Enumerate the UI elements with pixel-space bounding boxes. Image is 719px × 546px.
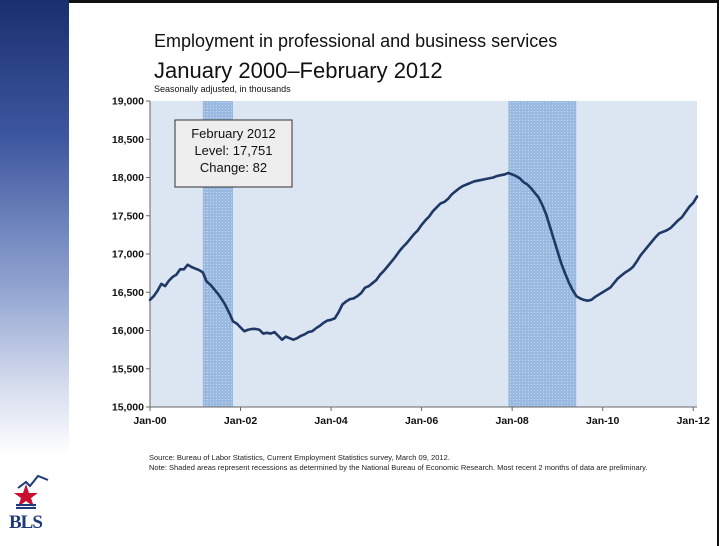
callout-frame — [174, 119, 293, 188]
units-note: Seasonally adjusted, in thousands — [154, 84, 291, 94]
callout-line: Change: 82 — [200, 160, 267, 175]
chart-title: Employment in professional and business … — [154, 31, 558, 51]
y-tick-label: 18,500 — [112, 134, 144, 146]
x-tick-label: Jan-10 — [586, 415, 619, 427]
x-tick-label: Jan-12 — [677, 415, 710, 427]
recession-band — [508, 101, 577, 407]
y-tick-label: 16,000 — [112, 325, 144, 337]
y-tick-label: 15,000 — [112, 402, 144, 414]
x-tick-label: Jan-06 — [405, 415, 438, 427]
y-tick-label: 19,000 — [112, 96, 144, 108]
side-gradient-band — [0, 0, 69, 456]
x-tick-label: Jan-02 — [224, 415, 257, 427]
employment-series-line — [148, 171, 699, 341]
bls-logo-icon — [14, 474, 49, 509]
x-tick-label: Jan-00 — [133, 415, 166, 427]
top-border — [0, 0, 719, 3]
y-tick-label: 18,000 — [112, 172, 144, 184]
right-border — [717, 0, 719, 546]
callout-line: Level: 17,751 — [194, 143, 272, 158]
callout-box: February 2012 Level: 17,751 Change: 82 — [174, 119, 293, 188]
x-tick-label: Jan-04 — [314, 415, 347, 427]
bls-logo-text: BLS — [9, 512, 43, 533]
source-line: Source: Bureau of Labor Statistics, Curr… — [149, 453, 450, 462]
y-tick-label: 17,000 — [112, 249, 144, 261]
chart-subtitle: January 2000–February 2012 — [154, 58, 443, 83]
source-notes: Source: Bureau of Labor Statistics, Curr… — [149, 453, 669, 473]
callout-line: February 2012 — [191, 126, 276, 141]
y-tick-label: 16,500 — [112, 287, 144, 299]
y-tick-label: 17,500 — [112, 210, 144, 222]
note-line: Note: Shaded areas represent recessions … — [149, 463, 648, 472]
y-tick-label: 15,500 — [112, 363, 144, 375]
x-tick-label: Jan-08 — [496, 415, 529, 427]
